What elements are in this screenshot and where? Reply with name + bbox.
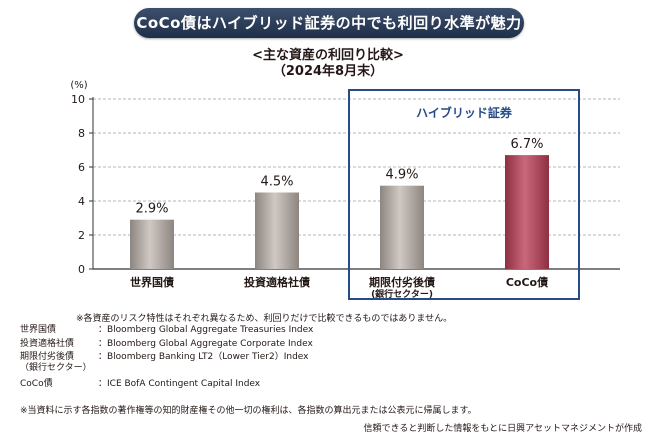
index-desc: ：Bloomberg Global Aggregate Corporate In… bbox=[98, 339, 313, 349]
source-note: 信頼できると判断した情報をもとに日興アセットマネジメントが作成 bbox=[363, 424, 642, 434]
index-desc: ：ICE BofA Contingent Capital Index bbox=[98, 379, 261, 389]
bar bbox=[255, 192, 299, 269]
bar-value-label: 4.9% bbox=[385, 168, 418, 183]
x-category-sublabel: (銀行セクター) bbox=[371, 288, 433, 300]
hybrid-securities-label: ハイブリッド証券 bbox=[416, 105, 513, 120]
y-tick-label: 4 bbox=[78, 195, 85, 208]
bar bbox=[505, 155, 549, 269]
chart-title: <主な資産の利回り比較> bbox=[252, 48, 404, 63]
headline-banner: CoCo債はハイブリッド証券の中でも利回り水準が魅力 bbox=[134, 8, 524, 38]
risk-note: ※各資産のリスク特性はそれぞれ異なるため、利回りだけで比較できるものではありませ… bbox=[76, 314, 453, 324]
bar bbox=[130, 219, 174, 269]
bar-value-label: 2.9% bbox=[135, 202, 168, 217]
index-term: CoCo債 bbox=[20, 379, 53, 389]
chart-date: （2024年8月末） bbox=[272, 64, 384, 79]
index-desc: ：Bloomberg Banking LT2（Lower Tier2）Index bbox=[98, 352, 309, 362]
bar-value-label: 6.7% bbox=[510, 137, 543, 152]
x-category-label: CoCo債 bbox=[506, 275, 548, 289]
index-term: （銀行セクター） bbox=[20, 363, 92, 373]
hybrid-securities-box bbox=[348, 89, 580, 300]
y-tick-label: 2 bbox=[78, 229, 85, 242]
index-term: 投資適格社債 bbox=[20, 339, 75, 349]
x-category-label: 投資適格社債 bbox=[244, 275, 310, 289]
y-tick-label: 0 bbox=[78, 263, 85, 276]
index-term: 世界国債 bbox=[20, 325, 57, 335]
index-desc: ：Bloomberg Global Aggregate Treasuries I… bbox=[98, 325, 314, 335]
rights-note: ※当資料に示す各指数の著作権等の知的財産権その他一切の権利は、各指数の算出元また… bbox=[20, 406, 477, 416]
index-term: 期限付劣後債 bbox=[20, 352, 75, 362]
y-tick-label: 6 bbox=[78, 161, 85, 174]
x-category-label: 世界国債 bbox=[130, 275, 174, 289]
y-tick-label: 10 bbox=[71, 93, 85, 106]
bar-value-label: 4.5% bbox=[260, 175, 293, 190]
y-tick-label: 8 bbox=[78, 127, 85, 140]
y-unit-label: (%) bbox=[70, 80, 87, 91]
x-category-label: 期限付劣後債 bbox=[369, 275, 435, 289]
bar bbox=[380, 185, 424, 269]
